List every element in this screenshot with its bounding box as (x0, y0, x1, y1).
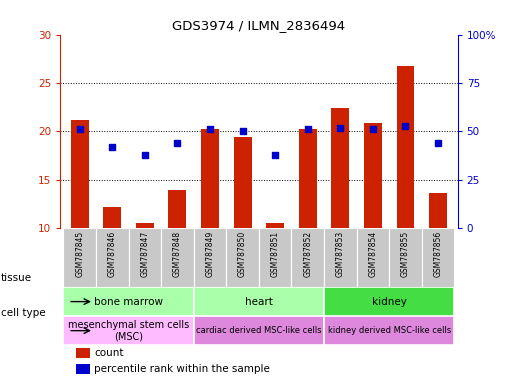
Text: GSM787854: GSM787854 (368, 231, 378, 278)
Bar (194, 228, 226, 287)
Bar (324, 228, 357, 287)
Text: kidney derived MSC-like cells: kidney derived MSC-like cells (327, 326, 451, 335)
Text: GSM787853: GSM787853 (336, 231, 345, 278)
Text: tissue: tissue (1, 273, 32, 283)
Point (206, 126, 214, 132)
Point (303, 126, 312, 132)
Text: GSM787852: GSM787852 (303, 231, 312, 277)
Bar (194, 316, 324, 345)
Bar (259, 228, 291, 287)
Text: cardiac derived MSC-like cells: cardiac derived MSC-like cells (196, 326, 322, 335)
Title: GDS3974 / ILMN_2836494: GDS3974 / ILMN_2836494 (172, 19, 346, 32)
Text: GSM787846: GSM787846 (108, 231, 117, 278)
Bar (396, 66, 414, 228)
Bar (234, 137, 252, 228)
Bar (71, 120, 89, 228)
Bar (266, 223, 284, 228)
Bar (104, 207, 121, 228)
Bar (226, 228, 259, 287)
Point (401, 122, 410, 129)
Text: bone marrow: bone marrow (94, 296, 163, 306)
Point (434, 140, 442, 146)
Text: GSM787851: GSM787851 (271, 231, 280, 277)
Bar (291, 228, 324, 287)
Text: mesenchymal stem cells
(MSC): mesenchymal stem cells (MSC) (68, 320, 189, 341)
Point (108, 144, 117, 150)
Bar (389, 228, 422, 287)
Bar (63, 316, 194, 345)
Bar (63, 287, 194, 316)
Bar (96, 228, 129, 287)
Bar (332, 108, 349, 228)
Bar (76, 364, 90, 374)
Bar (129, 228, 161, 287)
Bar (194, 287, 324, 316)
Bar (299, 129, 317, 228)
Text: GSM787849: GSM787849 (206, 231, 214, 278)
Point (336, 124, 345, 131)
Bar (324, 287, 454, 316)
Point (271, 152, 279, 158)
Text: heart: heart (245, 296, 273, 306)
Bar (136, 223, 154, 228)
Point (141, 152, 149, 158)
Text: cell type: cell type (1, 308, 46, 318)
Text: GSM787856: GSM787856 (434, 231, 442, 278)
Point (369, 126, 377, 132)
Bar (324, 316, 454, 345)
Bar (364, 123, 382, 228)
Text: GSM787850: GSM787850 (238, 231, 247, 278)
Text: GSM787848: GSM787848 (173, 231, 182, 277)
Point (238, 128, 247, 134)
Text: kidney: kidney (372, 296, 407, 306)
Point (75, 126, 84, 132)
Text: count: count (94, 348, 123, 358)
Bar (161, 228, 194, 287)
Bar (168, 190, 186, 228)
Bar (63, 228, 96, 287)
Text: GSM787855: GSM787855 (401, 231, 410, 278)
Text: GSM787847: GSM787847 (140, 231, 150, 278)
Text: GSM787845: GSM787845 (75, 231, 84, 278)
Bar (429, 194, 447, 228)
Bar (357, 228, 389, 287)
Bar (201, 129, 219, 228)
Bar (422, 228, 454, 287)
Text: percentile rank within the sample: percentile rank within the sample (94, 364, 270, 374)
Point (173, 140, 181, 146)
Bar (76, 348, 90, 358)
